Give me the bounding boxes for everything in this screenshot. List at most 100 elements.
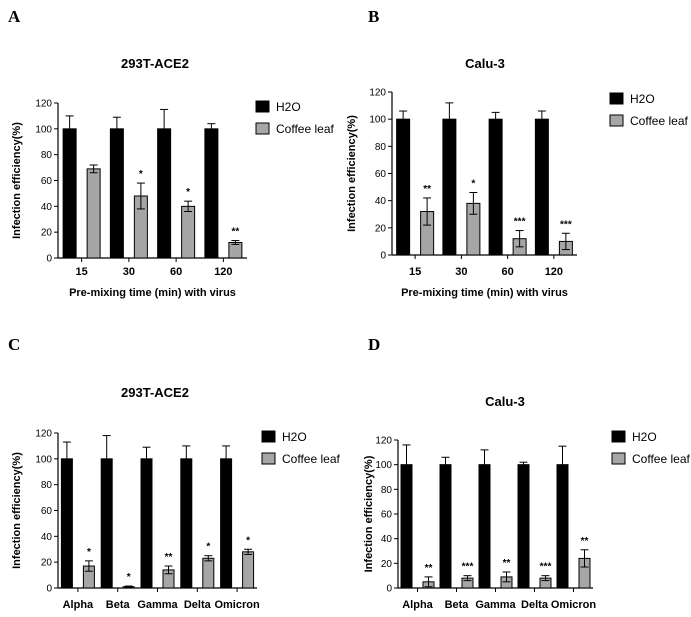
- bar-h2o: [100, 458, 113, 589]
- legend-label-coffee-leaf: Coffee leaf: [630, 114, 688, 128]
- significance-marker: ***: [540, 562, 552, 573]
- y-tick-label: 20: [375, 223, 387, 234]
- significance-marker: ***: [560, 219, 572, 230]
- significance-marker: *: [87, 547, 91, 558]
- legend-label-coffee-leaf: Coffee leaf: [632, 452, 690, 466]
- y-tick-label: 100: [35, 454, 52, 465]
- legend-label-h2o: H2O: [276, 100, 301, 114]
- y-tick-label: 60: [41, 176, 53, 187]
- significance-marker: **: [423, 184, 431, 195]
- y-tick-label: 0: [386, 584, 392, 595]
- legend-swatch-coffee-leaf: [609, 114, 624, 127]
- legend-label-h2o: H2O: [632, 430, 657, 444]
- y-axis-label: Infection efficiency(%): [11, 122, 23, 239]
- y-axis-label: Infection efficiency(%): [346, 115, 358, 232]
- bar-h2o: [396, 118, 411, 256]
- bar-h2o: [439, 464, 452, 589]
- x-tick-label: 30: [455, 266, 467, 278]
- y-tick-label: 120: [35, 429, 52, 440]
- x-tick-label: Delta: [184, 599, 212, 611]
- bar-h2o: [204, 128, 219, 259]
- chart-title: 293T-ACE2: [121, 56, 189, 71]
- x-tick-label: 15: [409, 266, 421, 278]
- legend-swatch-coffee-leaf: [255, 122, 270, 135]
- bar-h2o: [478, 464, 491, 589]
- significance-marker: ***: [462, 562, 474, 573]
- bar-h2o: [60, 458, 73, 589]
- x-tick-label: 60: [502, 266, 514, 278]
- legend-label-coffee-leaf: Coffee leaf: [282, 452, 340, 466]
- y-tick-label: 120: [375, 436, 392, 447]
- bar-coffee-leaf: [202, 557, 215, 589]
- bar-h2o: [534, 118, 549, 256]
- legend-label-h2o: H2O: [282, 430, 307, 444]
- bar-coffee-leaf: [181, 205, 196, 259]
- x-tick-label: 60: [170, 266, 182, 278]
- y-tick-label: 60: [375, 169, 387, 180]
- x-tick-label: Beta: [106, 599, 131, 611]
- chart-title: 293T-ACE2: [121, 385, 189, 400]
- bar-h2o: [62, 128, 77, 259]
- significance-marker: *: [206, 542, 210, 553]
- chart-panel-b: Calu-3 0 20 40 60 80 100 120 Infection efficienc…: [346, 56, 688, 299]
- significance-marker: **: [165, 552, 173, 563]
- chart-panel-a: 293T-ACE2 0 20 40 60 80 100 120 Infection effici…: [11, 56, 334, 299]
- y-tick-label: 120: [35, 99, 52, 110]
- legend-swatch-coffee-leaf: [261, 452, 276, 465]
- bar-h2o: [140, 458, 153, 589]
- y-tick-label: 80: [41, 480, 53, 491]
- y-tick-label: 20: [41, 558, 53, 569]
- x-tick-label: 30: [123, 266, 135, 278]
- x-tick-label: Alpha: [63, 599, 94, 611]
- y-tick-label: 40: [41, 202, 53, 213]
- chart-title: Calu-3: [465, 56, 505, 71]
- bar-coffee-leaf: [86, 168, 101, 259]
- legend-swatch-coffee-leaf: [611, 452, 626, 465]
- x-tick-label: Omicron: [551, 599, 597, 611]
- panel-label-a: A: [8, 7, 21, 26]
- significance-marker: *: [186, 187, 190, 198]
- y-tick-label: 80: [381, 485, 393, 496]
- legend-swatch-h2o: [261, 430, 276, 443]
- y-tick-label: 100: [375, 460, 392, 471]
- panel-label-b: B: [368, 7, 379, 26]
- x-tick-label: Delta: [521, 599, 549, 611]
- significance-marker: ***: [514, 217, 526, 228]
- significance-marker: **: [581, 536, 589, 547]
- y-tick-label: 20: [41, 228, 53, 239]
- y-tick-label: 80: [375, 142, 387, 153]
- significance-marker: *: [139, 169, 143, 180]
- x-tick-label: Gamma: [475, 599, 516, 611]
- y-tick-label: 80: [41, 150, 53, 161]
- significance-marker: **: [425, 563, 433, 574]
- y-tick-label: 60: [41, 506, 53, 517]
- bar-h2o: [488, 118, 503, 256]
- y-tick-label: 100: [369, 115, 386, 126]
- y-tick-label: 0: [380, 251, 386, 262]
- y-axis-label: Infection efficiency(%): [11, 452, 23, 569]
- y-tick-label: 40: [381, 534, 393, 545]
- y-axis-label: Infection efficiency(%): [363, 455, 375, 572]
- bar-h2o: [220, 458, 233, 589]
- bar-h2o: [517, 464, 530, 589]
- panel-label-d: D: [368, 335, 380, 354]
- y-tick-label: 0: [46, 254, 52, 265]
- y-tick-label: 0: [46, 584, 52, 595]
- bar-h2o: [109, 128, 124, 259]
- x-axis-label: Pre-mixing time (min) with virus: [69, 287, 236, 299]
- significance-marker: **: [231, 227, 239, 238]
- x-tick-label: 15: [76, 266, 88, 278]
- x-axis-label: Pre-mixing time (min) with virus: [401, 287, 568, 299]
- legend-swatch-h2o: [609, 92, 624, 105]
- bar-coffee-leaf: [242, 551, 255, 589]
- x-tick-label: Beta: [445, 599, 470, 611]
- significance-marker: *: [471, 179, 475, 190]
- significance-marker: **: [503, 558, 511, 569]
- bar-h2o: [442, 118, 457, 256]
- y-tick-label: 20: [381, 559, 393, 570]
- legend-swatch-h2o: [255, 100, 270, 113]
- legend-label-h2o: H2O: [630, 92, 655, 106]
- x-tick-label: Omicron: [214, 599, 260, 611]
